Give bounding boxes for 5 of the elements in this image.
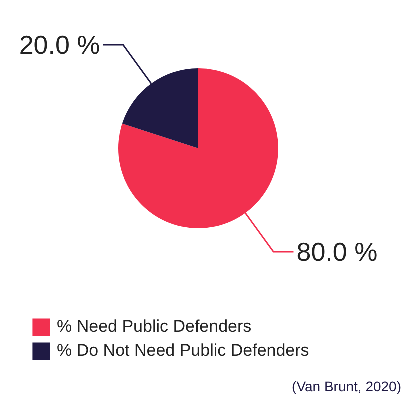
legend-label: % Do Not Need Public Defenders: [57, 341, 310, 361]
legend-label: % Need Public Defenders: [57, 317, 252, 337]
text: (Van Brunt, 2020): [292, 378, 402, 394]
data-label: 20.0 %: [19, 30, 100, 60]
data-label: 80.0 %: [296, 237, 378, 268]
